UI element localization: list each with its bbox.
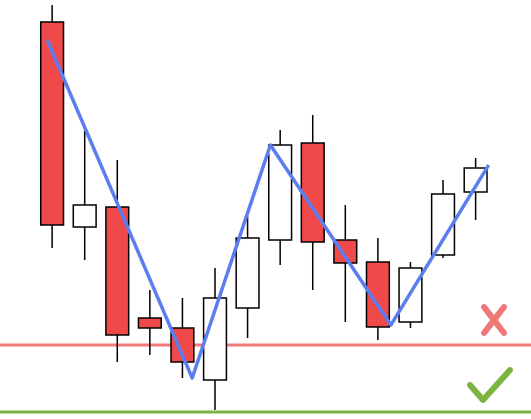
zigzag-line [45,39,491,380]
check-icon [467,367,513,403]
candle-body [39,21,65,226]
candle-body [170,327,195,363]
candle-body [137,317,163,329]
candle-body [72,204,97,228]
candle-body [430,193,456,256]
plot [0,5,531,414]
candle-body [300,142,325,243]
x-stroke [481,304,507,336]
x-icon [481,304,507,336]
candle-body [365,261,391,328]
candle-body [235,237,260,309]
